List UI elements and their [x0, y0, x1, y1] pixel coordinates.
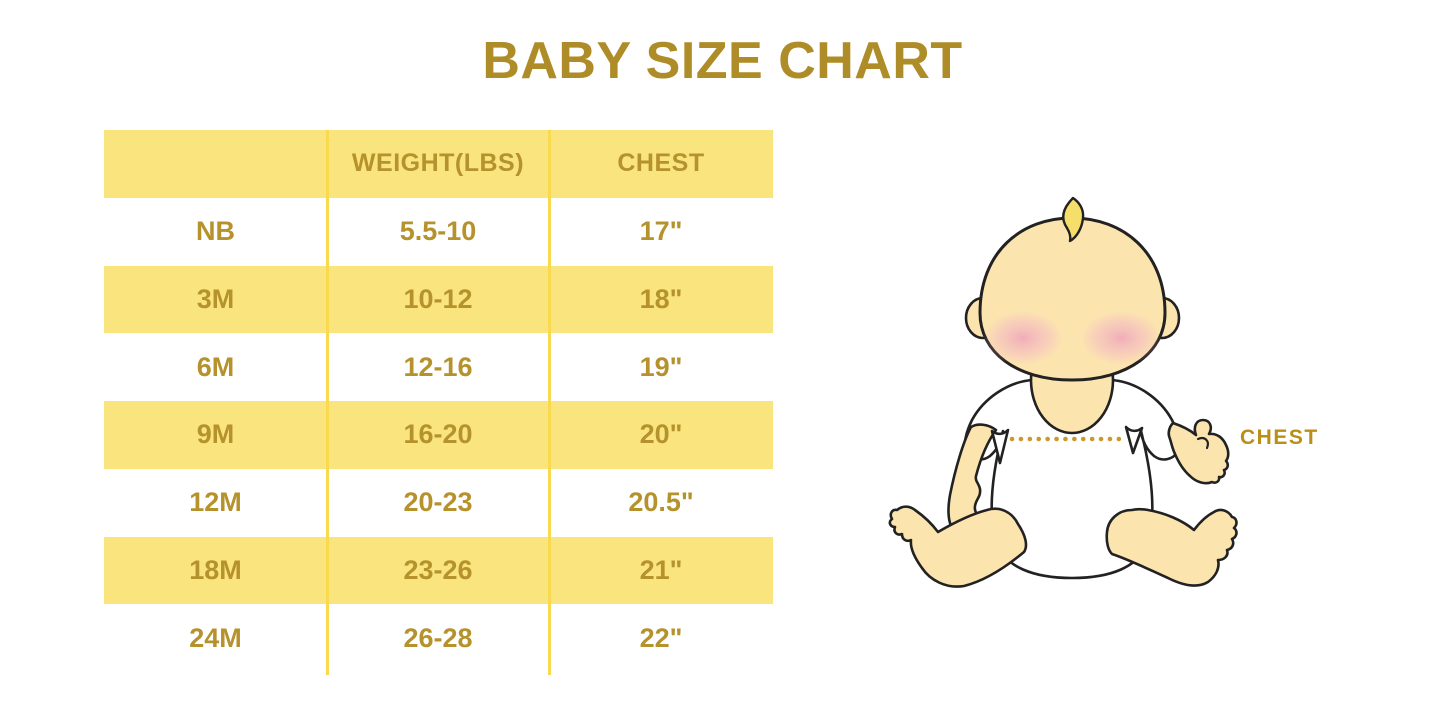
- baby-cheek-right: [1081, 311, 1161, 365]
- baby-leg-left: [888, 505, 1028, 588]
- weight-cell: 23-26: [403, 554, 473, 585]
- chest-cell: 19": [639, 351, 683, 382]
- table-row: 18M 23-26 21": [104, 536, 773, 605]
- weight-cell: 26-28: [403, 622, 473, 653]
- chest-cell: 22": [639, 622, 683, 653]
- chest-cell: 18": [639, 283, 683, 314]
- baby-sleeve-flap-left: [990, 428, 1010, 465]
- chest-measurement-label: CHEST: [1240, 426, 1319, 449]
- size-cell: 6M: [196, 351, 235, 382]
- baby-illustration: [888, 196, 1238, 588]
- size-cell: NB: [196, 216, 235, 247]
- column-divider: [326, 130, 329, 675]
- weight-cell: 12-16: [403, 351, 473, 382]
- baby-arm-left: [947, 423, 998, 537]
- table-row: 12M 20-23 20.5": [104, 469, 773, 537]
- chest-cell: 21": [639, 554, 683, 585]
- baby-hair-tuft: [1061, 196, 1085, 243]
- baby-cheek-left: [983, 311, 1063, 365]
- size-table: WEIGHT(LBS) CHEST NB 5.5-10 17" 3M 10-12…: [104, 130, 773, 675]
- header-weight-cell: WEIGHT(LBS): [351, 149, 525, 178]
- weight-cell: 10-12: [403, 283, 473, 314]
- baby-leg-right: [1105, 507, 1238, 587]
- column-divider: [548, 130, 551, 675]
- table-header-row: WEIGHT(LBS) CHEST: [104, 130, 773, 198]
- baby-sleeve-flap-right: [1124, 425, 1144, 455]
- header-size-cell: [104, 130, 327, 198]
- weight-cell: 16-20: [403, 419, 473, 450]
- baby-arm-right-fist: [1167, 418, 1230, 485]
- size-cell: 9M: [196, 419, 235, 450]
- table-row: 3M 10-12 18": [104, 265, 773, 334]
- table-row: 9M 16-20 20": [104, 401, 773, 469]
- chest-cell: 20.5": [628, 487, 694, 518]
- chest-cell: 20": [639, 419, 683, 450]
- table-row: 6M 12-16 19": [104, 333, 773, 401]
- weight-cell: 5.5-10: [399, 216, 477, 247]
- weight-cell: 20-23: [403, 487, 473, 518]
- baby-fist-curl-detail: [1196, 437, 1209, 450]
- page-title: BABY SIZE CHART: [482, 32, 963, 90]
- header-chest-cell: CHEST: [617, 149, 705, 178]
- table-row: NB 5.5-10 17": [104, 198, 773, 266]
- size-cell: 24M: [189, 622, 242, 653]
- size-cell: 3M: [196, 283, 235, 314]
- table-row: 24M 26-28 22": [104, 604, 773, 672]
- size-cell: 12M: [189, 487, 242, 518]
- size-cell: 18M: [189, 554, 242, 585]
- chest-cell: 17": [639, 216, 683, 247]
